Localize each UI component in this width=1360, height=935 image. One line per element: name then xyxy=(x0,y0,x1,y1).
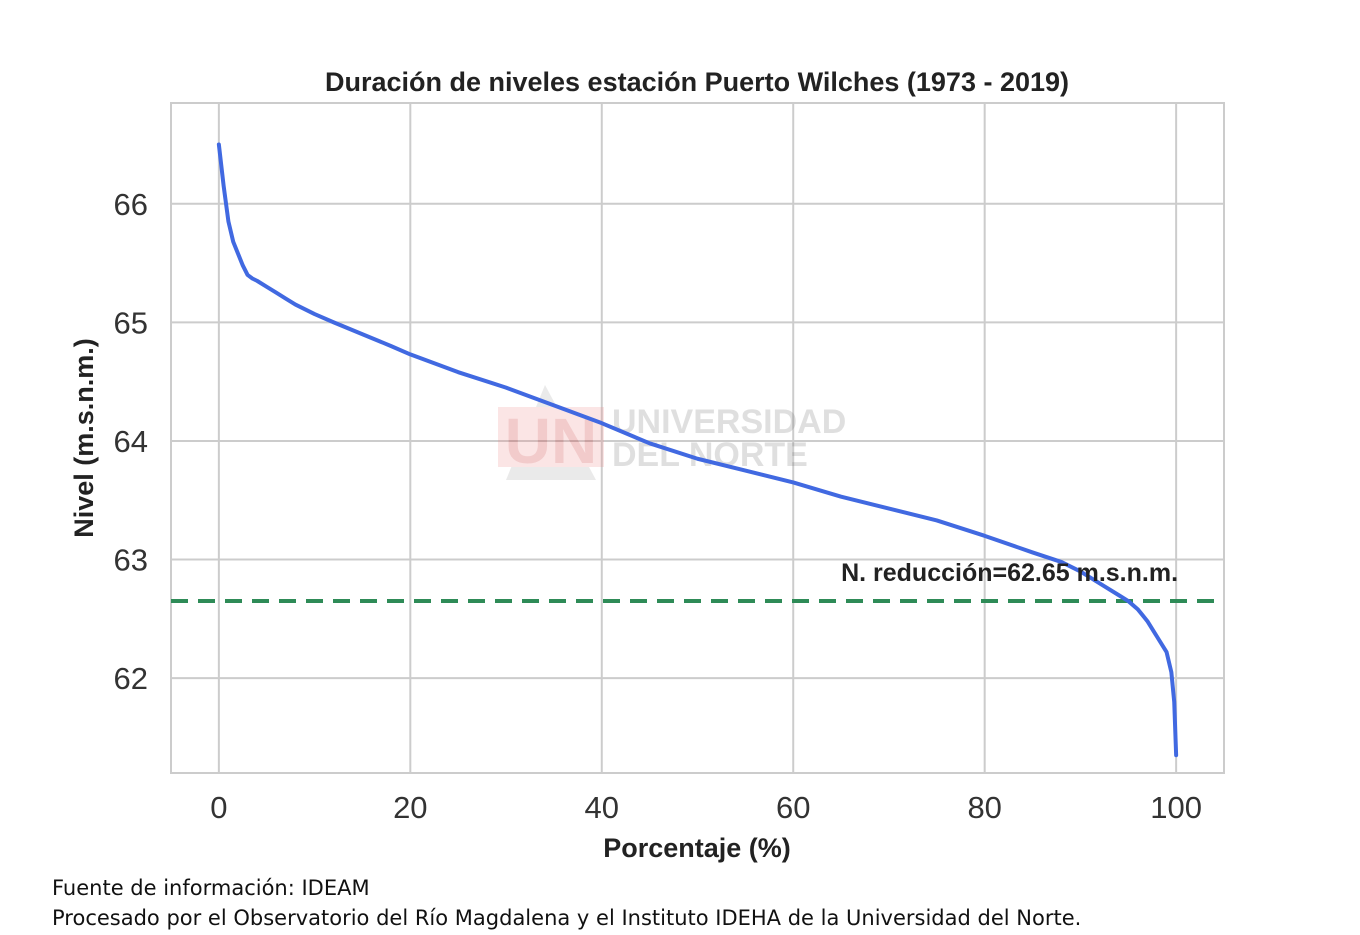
watermark-text-line1: UNIVERSIDAD xyxy=(612,403,846,441)
plot-frame xyxy=(170,102,1225,774)
y-tick-label: 63 xyxy=(114,543,148,578)
y-tick-label: 65 xyxy=(114,305,148,340)
grid xyxy=(171,103,1224,773)
footer-processed: Procesado por el Observatorio del Río Ma… xyxy=(52,906,1082,930)
x-tick-label: 40 xyxy=(585,790,619,825)
x-axis-label: Porcentaje (%) xyxy=(603,833,791,863)
y-axis-ticks: 62 63 64 65 66 xyxy=(114,187,148,696)
y-tick-label: 62 xyxy=(114,661,148,696)
chart: Duración de niveles estación Puerto Wilc… xyxy=(69,67,1225,863)
chart-title: Duración de niveles estación Puerto Wilc… xyxy=(325,67,1069,97)
reduction-level-annotation: N. reducción=62.65 m.s.n.m. xyxy=(841,559,1178,587)
duration-curve xyxy=(216,142,1179,758)
x-tick-label: 20 xyxy=(393,790,427,825)
x-axis-ticks: 0 20 40 60 80 100 xyxy=(210,790,1202,825)
y-axis-label: Nivel (m.s.n.m.) xyxy=(69,338,99,538)
annotations: N. reducción=62.65 m.s.n.m. xyxy=(841,559,1178,587)
footer-source: Fuente de información: IDEAM xyxy=(52,876,370,900)
y-tick-label: 66 xyxy=(114,187,148,222)
x-tick-label: 80 xyxy=(967,790,1001,825)
x-tick-label: 100 xyxy=(1150,790,1202,825)
x-tick-label: 0 xyxy=(210,790,227,825)
watermark-logo: UN UNIVERSIDAD DEL NORTE xyxy=(498,385,846,480)
x-tick-label: 60 xyxy=(776,790,810,825)
series-group xyxy=(171,142,1224,758)
y-tick-label: 64 xyxy=(114,424,148,459)
